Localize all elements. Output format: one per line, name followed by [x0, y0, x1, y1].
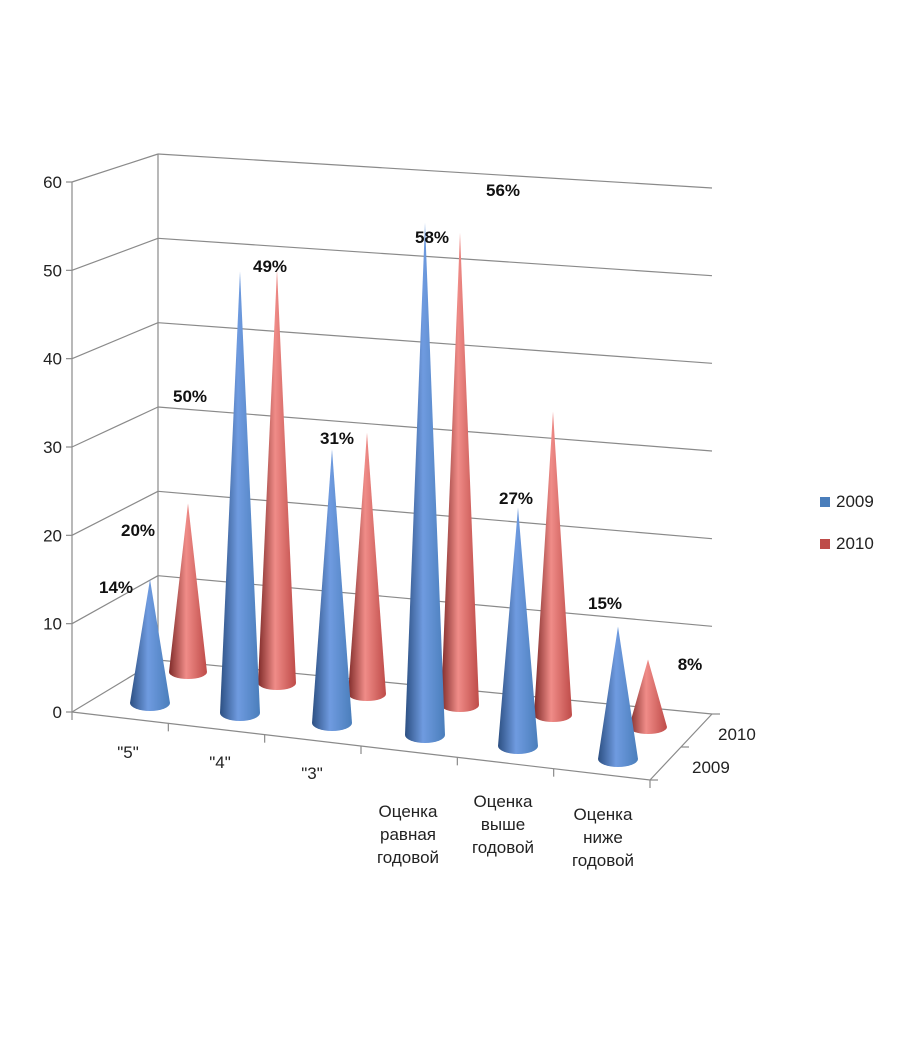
- cone-2009-body: [498, 507, 538, 754]
- category-label-line: "4": [209, 753, 231, 772]
- legend-label-2009: 2009: [836, 492, 874, 511]
- category-label-line: равная: [380, 825, 436, 844]
- y-tick-label: 30: [43, 438, 62, 457]
- cone-2009: [220, 271, 260, 721]
- cone-2009: [598, 626, 638, 767]
- cone-2010: [441, 232, 479, 712]
- data-label-2009: 58%: [415, 228, 449, 247]
- legend-swatch-2010: [820, 539, 830, 549]
- y-tick-label: 20: [43, 526, 62, 545]
- cone-2009: [312, 449, 352, 731]
- y-tick-label: 40: [43, 350, 62, 369]
- side-gridline: [71, 322, 159, 360]
- category-label-line: годовой: [377, 848, 439, 867]
- legend-label-2010: 2010: [836, 534, 874, 553]
- cone-2010-body: [348, 432, 386, 701]
- data-label-2010: 20%: [121, 521, 155, 540]
- category-label-line: Оценка: [379, 802, 438, 821]
- category-label-line: ниже: [583, 828, 623, 847]
- category-label: Оценка равная годовой: [377, 802, 439, 867]
- data-label-2009: 27%: [499, 489, 533, 508]
- category-label: "4": [209, 753, 231, 772]
- legend-item-2009: 2009: [820, 490, 874, 514]
- cone-2010-body: [629, 659, 667, 734]
- category-label: "5": [117, 743, 139, 762]
- data-label-2010: 56%: [486, 181, 520, 200]
- category-label-line: годовой: [572, 851, 634, 870]
- y-tick-label: 0: [53, 703, 62, 722]
- category-label-line: выше: [481, 815, 525, 834]
- back-gridline: [157, 153, 713, 189]
- side-gridline: [71, 153, 159, 183]
- cone-2009-body: [598, 626, 638, 767]
- data-label-2009: 15%: [588, 594, 622, 613]
- cone-2010-body: [534, 411, 572, 722]
- data-label-2010: 49%: [253, 257, 287, 276]
- cone-2010-body: [441, 232, 479, 712]
- back-gridline: [157, 237, 713, 277]
- legend-item-2010: 2010: [820, 532, 874, 556]
- legend-swatch-2009: [820, 497, 830, 507]
- cone-2009-body: [312, 449, 352, 731]
- depth-label: 2010: [718, 725, 756, 744]
- category-label: "3": [301, 764, 323, 783]
- data-label-2010: 31%: [0, 0, 17, 4]
- cone-2010: [534, 411, 572, 722]
- cone-2010: [348, 432, 386, 701]
- legend: 2009 2010: [820, 490, 874, 574]
- side-gridline: [71, 237, 159, 271]
- cone-2010: [258, 269, 296, 690]
- depth-label: 2009: [692, 758, 730, 777]
- cone-2009-body: [130, 579, 170, 711]
- data-label-2009: 31%: [320, 429, 354, 448]
- category-label-line: Оценка: [474, 792, 533, 811]
- category-label-line: годовой: [472, 838, 534, 857]
- data-label-2009: 14%: [99, 578, 133, 597]
- category-label: Оценка ниже годовой: [572, 805, 634, 870]
- cone-2010-body: [169, 503, 207, 679]
- category-label: Оценка выше годовой: [472, 792, 534, 857]
- category-label-line: "5": [117, 743, 139, 762]
- category-label-line: "3": [301, 764, 323, 783]
- data-label-2010: 8%: [678, 655, 703, 674]
- cone-2009: [498, 507, 538, 754]
- cone-2009: [130, 579, 170, 711]
- cone-2009-body: [405, 222, 445, 743]
- cone-2010-body: [258, 269, 296, 690]
- y-tick-label: 60: [43, 173, 62, 192]
- category-label-line: Оценка: [574, 805, 633, 824]
- cone-2010: [169, 503, 207, 679]
- y-tick-label: 50: [43, 261, 62, 280]
- side-gridline: [71, 406, 159, 448]
- cone-2009: [405, 222, 445, 743]
- data-label-2009: 50%: [173, 387, 207, 406]
- y-tick-label: 10: [43, 615, 62, 634]
- cone-2010: [629, 659, 667, 734]
- back-gridline: [157, 406, 713, 452]
- side-gridline: [71, 575, 159, 625]
- side-gridline: [71, 490, 159, 536]
- cone-2009-body: [220, 271, 260, 721]
- back-gridline: [157, 322, 713, 364]
